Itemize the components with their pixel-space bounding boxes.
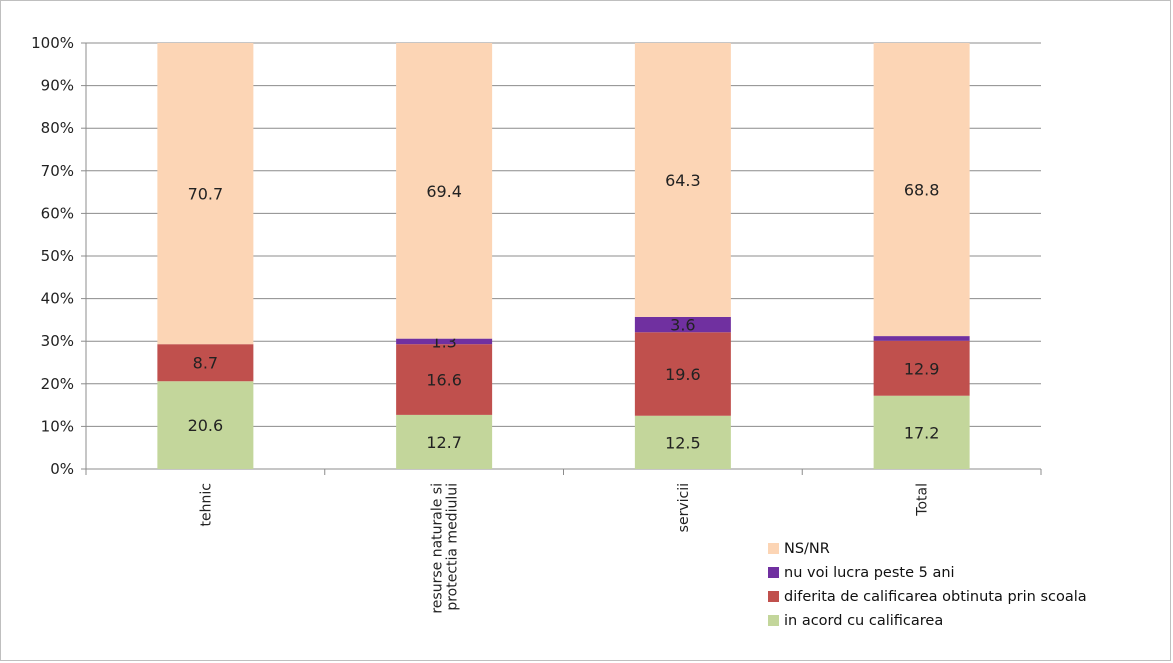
- data-label: 20.6: [188, 416, 224, 435]
- data-label: 12.7: [426, 433, 462, 452]
- x-tick-label: resurse naturale siprotectia mediului: [430, 483, 461, 614]
- data-label: 70.7: [188, 185, 224, 204]
- y-tick-label: 60%: [41, 204, 74, 222]
- data-label: 12.5: [665, 433, 701, 452]
- bar-segment: [873, 340, 970, 396]
- y-tick-label: 50%: [41, 247, 74, 265]
- bar-segment: [873, 395, 970, 469]
- data-label: 64.3: [665, 171, 701, 190]
- data-label: 17.2: [904, 423, 940, 442]
- bar-segment: [396, 338, 493, 345]
- bar-segment: [157, 344, 254, 382]
- y-tick-label: 0%: [50, 460, 74, 478]
- legend-label: in acord cu calificarea: [784, 613, 943, 629]
- x-tick-label-line: protectia mediului: [445, 483, 461, 611]
- x-tick-label: Total: [915, 483, 931, 517]
- legend-label: diferita de calificarea obtinuta prin sc…: [784, 589, 1087, 605]
- data-label: 68.8: [904, 181, 940, 200]
- legend-swatch: [768, 543, 779, 554]
- bar-segment: [157, 381, 254, 469]
- bar-segment: [157, 43, 254, 345]
- x-tick-label: servicii: [676, 483, 692, 532]
- bar-segment: [634, 332, 731, 416]
- y-tick-label: 90%: [41, 77, 74, 95]
- data-label: 16.6: [426, 371, 462, 390]
- x-tick-label: tehnic: [198, 483, 214, 526]
- bar-segment: [634, 415, 731, 469]
- bar-segment: [873, 43, 970, 337]
- bar-segment: [873, 336, 970, 341]
- data-label: 12.9: [904, 359, 940, 378]
- legend-label: NS/NR: [784, 541, 830, 557]
- y-tick-label: 40%: [41, 290, 74, 308]
- data-label: 19.6: [665, 365, 701, 384]
- x-tick-label-line: tehnic: [198, 483, 214, 526]
- legend-swatch: [768, 567, 779, 578]
- y-tick-label: 20%: [41, 375, 74, 393]
- bar-segment: [634, 43, 731, 317]
- legend-swatch: [768, 591, 779, 602]
- y-tick-label: 80%: [41, 119, 74, 137]
- x-tick-label-line: servicii: [676, 483, 692, 532]
- y-tick-label: 70%: [41, 162, 74, 180]
- bar-segment: [396, 344, 493, 415]
- bar-segment: [396, 43, 493, 339]
- bar-segment: [634, 316, 731, 333]
- y-tick-label: 100%: [31, 34, 74, 52]
- data-label: 3.6: [670, 316, 695, 335]
- legend-label: nu voi lucra peste 5 ani: [784, 565, 955, 581]
- x-tick-label-line: resurse naturale si: [430, 483, 446, 614]
- bar-segment: [396, 414, 493, 469]
- data-label: 8.7: [193, 354, 218, 373]
- y-tick-label: 10%: [41, 417, 74, 435]
- y-tick-label: 30%: [41, 332, 74, 350]
- x-tick-label-line: Total: [915, 483, 931, 517]
- legend-swatch: [768, 615, 779, 626]
- data-label: 69.4: [426, 182, 462, 201]
